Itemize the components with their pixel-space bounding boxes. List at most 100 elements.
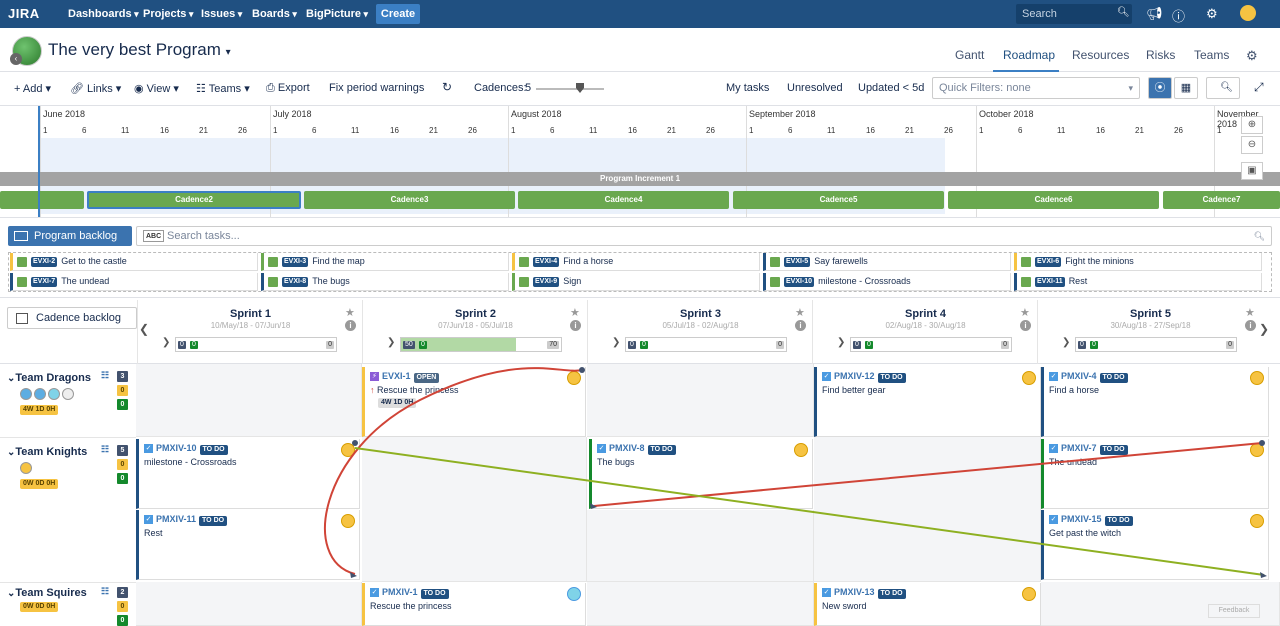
chevron-right-icon[interactable]: ❯ — [387, 337, 396, 348]
export-button[interactable]: ⎙ Export — [266, 82, 310, 95]
cadence-3[interactable]: Cadence3 — [304, 191, 515, 209]
board-cell[interactable] — [587, 510, 814, 582]
search-toggle-icon[interactable]: 🔍︎ — [1206, 77, 1240, 99]
info-icon[interactable]: i — [570, 320, 581, 331]
settings-gear-icon[interactable]: ⚙ — [1246, 48, 1258, 63]
chevron-left-icon[interactable]: ❮ — [139, 322, 150, 336]
program-backlog-button[interactable]: Program backlog — [8, 226, 132, 246]
backlog-item[interactable]: EVXI-2 Get to the castle — [10, 253, 258, 271]
my-tasks-filter[interactable]: My tasks — [726, 82, 770, 94]
fullscreen-icon[interactable]: ⤢ — [1254, 80, 1264, 94]
backlog-item[interactable]: EVXI-10 milestone - Crossroads — [763, 273, 1011, 291]
backlog-item[interactable]: EVXI-4 Find a horse — [512, 253, 760, 271]
star-icon[interactable]: ★ — [1245, 307, 1255, 319]
card-pmxiv-15[interactable]: ✓ PMXIV-15 TO DO Get past the witch — [1041, 510, 1269, 580]
board-cell[interactable] — [814, 437, 1041, 582]
calendar-today-icon[interactable]: ▣ — [1241, 162, 1263, 180]
nav-dashboards[interactable]: Dashboards — [68, 8, 139, 20]
back-icon[interactable]: ‹ — [10, 53, 22, 65]
search-tasks-input[interactable]: ABC Search tasks... 🔍︎ — [136, 226, 1272, 246]
cadence-prev[interactable] — [0, 191, 84, 209]
tab-teams[interactable]: Teams — [1194, 48, 1230, 62]
zoom-out-icon[interactable]: ⊖ — [1241, 136, 1263, 154]
card-pmxiv-4[interactable]: ✓ PMXIV-4 TO DO Find a horse — [1041, 367, 1269, 437]
user-avatar[interactable] — [1240, 5, 1256, 21]
board-cell[interactable] — [362, 437, 587, 582]
backlog-item[interactable]: EVXI-11 Rest — [1014, 273, 1262, 291]
board-cell[interactable] — [136, 364, 362, 437]
cadences-slider[interactable] — [536, 83, 604, 93]
backlog-item[interactable]: EVXI-8 The bugs — [261, 273, 509, 291]
backlog-item[interactable]: EVXI-7 The undead — [10, 273, 258, 291]
teams-button[interactable]: ☷ Teams ▾ — [196, 83, 250, 95]
create-button[interactable]: Create — [376, 4, 420, 24]
card-pmxiv-11[interactable]: ✓ PMXIV-11 TO DO Rest — [136, 510, 360, 580]
board-cell[interactable] — [587, 582, 814, 626]
info-icon[interactable]: i — [1245, 320, 1256, 331]
team-name[interactable]: Team Dragons — [7, 372, 91, 384]
search-input[interactable]: Search — [1016, 4, 1132, 24]
star-icon[interactable]: ★ — [795, 307, 805, 319]
links-button[interactable]: 🔗︎ Links ▾ — [70, 83, 122, 95]
sprint-name[interactable]: Sprint 1 — [230, 308, 271, 320]
sprint-name[interactable]: Sprint 3 — [680, 308, 721, 320]
card-pmxiv-13[interactable]: ✓ PMXIV-13 TO DO New sword — [814, 583, 1041, 626]
tab-gantt[interactable]: Gantt — [955, 48, 985, 62]
card-pmxiv-8[interactable]: ✓ PMXIV-8 TO DO The bugs — [589, 439, 813, 509]
chevron-right-icon[interactable]: ❯ — [1062, 337, 1071, 348]
refresh-icon[interactable]: ↻ — [442, 80, 453, 94]
chevron-right-icon[interactable]: ❯ — [1259, 322, 1270, 336]
star-icon[interactable]: ★ — [345, 307, 355, 319]
jira-logo[interactable]: JIRA — [8, 6, 40, 21]
cadence-4[interactable]: Cadence4 — [518, 191, 729, 209]
cadence-2[interactable]: Cadence2 — [87, 191, 301, 209]
calendar-icon[interactable]: ▦ — [1174, 77, 1198, 99]
backlog-item[interactable]: EVXI-9 Sign — [512, 273, 760, 291]
quick-filters-select[interactable]: Quick Filters: none ▾ — [932, 77, 1140, 99]
feedback-button[interactable]: Feedback — [1208, 604, 1260, 618]
sprint-name[interactable]: Sprint 4 — [905, 308, 946, 320]
nav-bigpicture[interactable]: BigPicture — [306, 8, 368, 20]
program-increment-bar[interactable]: Program Increment 1 — [0, 172, 1280, 186]
fix-period-warnings-button[interactable]: Fix period warnings — [329, 82, 425, 94]
star-icon[interactable]: ★ — [570, 307, 580, 319]
cadence-7[interactable]: Cadence7 — [1163, 191, 1280, 209]
chevron-right-icon[interactable]: ❯ — [837, 337, 846, 348]
team-name[interactable]: Team Squires — [7, 587, 86, 599]
chevron-right-icon[interactable]: ❯ — [612, 337, 621, 348]
cadence-6[interactable]: Cadence6 — [948, 191, 1159, 209]
zoom-in-icon[interactable]: ⊕ — [1241, 116, 1263, 134]
sprint-name[interactable]: Sprint 2 — [455, 308, 496, 320]
card-pmxiv-10[interactable]: ✓ PMXIV-10 TO DO milestone - Crossroads — [136, 439, 360, 509]
cadence-5[interactable]: Cadence5 — [733, 191, 944, 209]
view-button[interactable]: ◉ View ▾ — [134, 83, 179, 95]
info-icon[interactable]: i — [345, 320, 356, 331]
board-cell[interactable] — [587, 364, 814, 437]
backlog-item[interactable]: EVXI-3 Find the map — [261, 253, 509, 271]
chevron-right-icon[interactable]: ❯ — [162, 337, 171, 348]
cadence-backlog-button[interactable]: Cadence backlog — [7, 307, 137, 329]
megaphone-icon[interactable]: 📢︎ — [1146, 6, 1163, 21]
gear-icon[interactable]: ⚙ — [1206, 6, 1218, 21]
team-name[interactable]: Team Knights — [7, 446, 87, 458]
compass-icon[interactable]: ⦿ — [1148, 77, 1172, 99]
info-icon[interactable]: i — [795, 320, 806, 331]
nav-projects[interactable]: Projects — [143, 8, 193, 20]
nav-boards[interactable]: Boards — [252, 8, 297, 20]
tab-risks[interactable]: Risks — [1146, 48, 1176, 62]
add-button[interactable]: + Add ▾ — [14, 83, 52, 95]
unresolved-filter[interactable]: Unresolved — [787, 82, 843, 94]
card-pmxiv-7[interactable]: ✓ PMXIV-7 TO DO The undead — [1041, 439, 1269, 509]
star-icon[interactable]: ★ — [1020, 307, 1030, 319]
card-evxi-1[interactable]: ⚡︎ EVXI-1 OPEN ↑ Rescue the princess 4W 1D… — [362, 367, 586, 437]
updated-filter[interactable]: Updated < 5d — [858, 82, 925, 94]
backlog-item[interactable]: EVXI-6 Fight the minions — [1014, 253, 1262, 271]
info-icon[interactable]: i — [1020, 320, 1031, 331]
backlog-item[interactable]: EVXI-5 Say farewells — [763, 253, 1011, 271]
nav-issues[interactable]: Issues — [201, 8, 242, 20]
help-icon[interactable]: ⓘ — [1172, 9, 1186, 24]
tab-resources[interactable]: Resources — [1072, 48, 1130, 62]
board-cell[interactable] — [136, 582, 362, 626]
card-pmxiv-12[interactable]: ✓ PMXIV-12 TO DO Find better gear — [814, 367, 1041, 437]
tab-roadmap[interactable]: Roadmap — [1003, 48, 1056, 62]
